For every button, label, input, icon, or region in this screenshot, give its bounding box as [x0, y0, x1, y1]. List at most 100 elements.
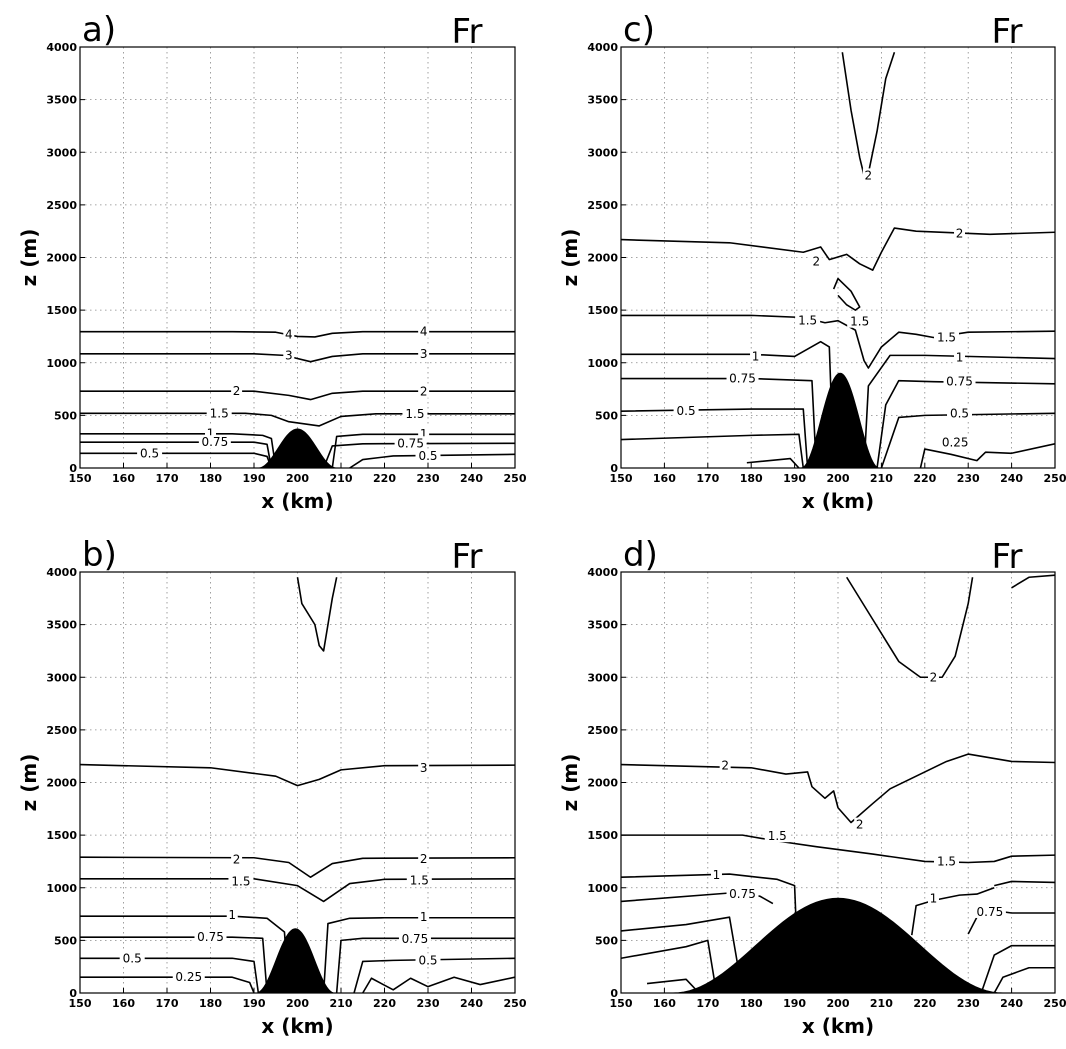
contour-label-bg	[939, 435, 972, 449]
contour-label: 1.5	[937, 854, 956, 868]
y-tick-label: 0	[610, 987, 618, 1000]
contour-label: 1.5	[210, 406, 229, 420]
contour-label-bg	[398, 931, 431, 945]
x-tick-label: 160	[653, 997, 676, 1010]
contour-line	[880, 412, 1055, 468]
x-tick-label: 180	[199, 997, 222, 1010]
y-tick-label: 1000	[587, 882, 618, 895]
x-axis-label: x (km)	[261, 489, 333, 513]
contour-label-bg	[283, 348, 295, 362]
contour-line	[621, 939, 718, 993]
x-tick-label: 190	[783, 997, 806, 1010]
x-tick-label: 180	[199, 472, 222, 485]
x-tick-label: 230	[957, 472, 980, 485]
contour-label-bg	[719, 758, 731, 772]
y-tick-label: 2500	[46, 199, 77, 212]
contour-line	[331, 433, 515, 468]
contour-label-bg	[934, 854, 959, 868]
terrain	[258, 428, 337, 468]
contour-line	[621, 916, 744, 993]
contour-label: 2	[233, 852, 241, 866]
contour-label: 1	[420, 427, 428, 441]
contour-label-bg	[231, 384, 243, 398]
x-tick-label: 240	[1000, 472, 1023, 485]
y-tick-label: 2000	[587, 777, 618, 790]
contour-label: 0.25	[175, 970, 202, 984]
y-tick-label: 1500	[587, 304, 618, 317]
contour-label: 0.25	[942, 436, 969, 450]
x-tick-label: 170	[156, 472, 179, 485]
contour-label: 2	[420, 385, 428, 399]
contour-label-bg	[927, 670, 939, 684]
contour-line	[80, 915, 290, 993]
contour-line	[322, 442, 515, 468]
contour-label-bg	[406, 873, 432, 887]
contour-label-bg	[726, 371, 759, 385]
contour-label-bg	[764, 829, 790, 843]
x-tick-label: 240	[460, 997, 483, 1010]
contour-label-bg	[172, 970, 205, 984]
y-tick-label: 3000	[46, 146, 77, 159]
contour-line	[621, 834, 1055, 864]
panel-title: Fr	[451, 537, 482, 577]
x-tick-label: 230	[417, 472, 440, 485]
contour-line	[621, 433, 805, 468]
contour-label-bg	[750, 349, 762, 363]
y-tick-label: 1500	[587, 829, 618, 842]
contour-line	[621, 873, 800, 993]
contour-label: 2	[233, 384, 241, 398]
contour-label-bg	[934, 330, 959, 344]
panel-label: a)	[82, 10, 116, 50]
x-tick-label: 210	[330, 997, 353, 1010]
contour-line	[646, 978, 700, 993]
contour-line	[349, 453, 515, 468]
y-tick-label: 3500	[46, 619, 77, 632]
terrain	[256, 928, 335, 993]
contour-line	[919, 443, 1055, 468]
contour-line	[353, 957, 515, 993]
y-tick-label: 4000	[46, 566, 77, 579]
contour-line	[80, 763, 515, 787]
contour-label: 0.75	[402, 932, 429, 946]
y-tick-label: 2000	[46, 777, 77, 790]
contour-label-bg	[194, 930, 227, 944]
contour-label-bg	[710, 868, 722, 882]
contour-label-bg	[231, 852, 243, 866]
contour-label: 0.5	[677, 404, 696, 418]
contour-label-bg	[954, 350, 966, 364]
y-tick-label: 1500	[46, 304, 77, 317]
contour-label-bg	[418, 910, 430, 924]
x-tick-label: 210	[870, 472, 893, 485]
contour-label: 0.5	[140, 446, 159, 460]
y-tick-label: 2500	[46, 724, 77, 737]
contour-line	[746, 457, 800, 468]
contour-label: 1	[956, 350, 964, 364]
contour-label-bg	[854, 817, 866, 831]
panel-title: Fr	[451, 12, 482, 52]
contour-label: 1	[752, 349, 760, 363]
x-tick-label: 230	[957, 997, 980, 1010]
contour-label-bg	[847, 314, 873, 328]
contour-label: 3	[285, 348, 293, 362]
contour-label-bg	[927, 891, 939, 905]
x-tick-label: 190	[243, 472, 266, 485]
contour-label: 0.5	[418, 449, 437, 463]
panel-title: Fr	[991, 537, 1022, 577]
y-tick-label: 4000	[587, 41, 618, 54]
contour-line	[80, 936, 268, 993]
y-axis-label: z (m)	[17, 229, 41, 287]
contour-line	[80, 353, 515, 363]
y-axis-label: z (m)	[558, 229, 582, 287]
x-tick-label: 180	[740, 472, 763, 485]
x-axis-label: x (km)	[261, 1014, 333, 1038]
contour-label: 3	[420, 347, 428, 361]
contour-label: 1.5	[231, 874, 250, 888]
contour-line	[80, 856, 515, 879]
x-tick-label: 170	[156, 997, 179, 1010]
contour-label-bg	[947, 406, 973, 420]
panel-1: 3 2 2 1.5 1.5 1 1 0.75 0.75 0.5 0.5 0.25 150 160 170 18…	[17, 535, 527, 1038]
panel-label: c)	[623, 10, 655, 50]
x-tick-label: 250	[504, 997, 527, 1010]
x-tick-label: 200	[827, 997, 850, 1010]
